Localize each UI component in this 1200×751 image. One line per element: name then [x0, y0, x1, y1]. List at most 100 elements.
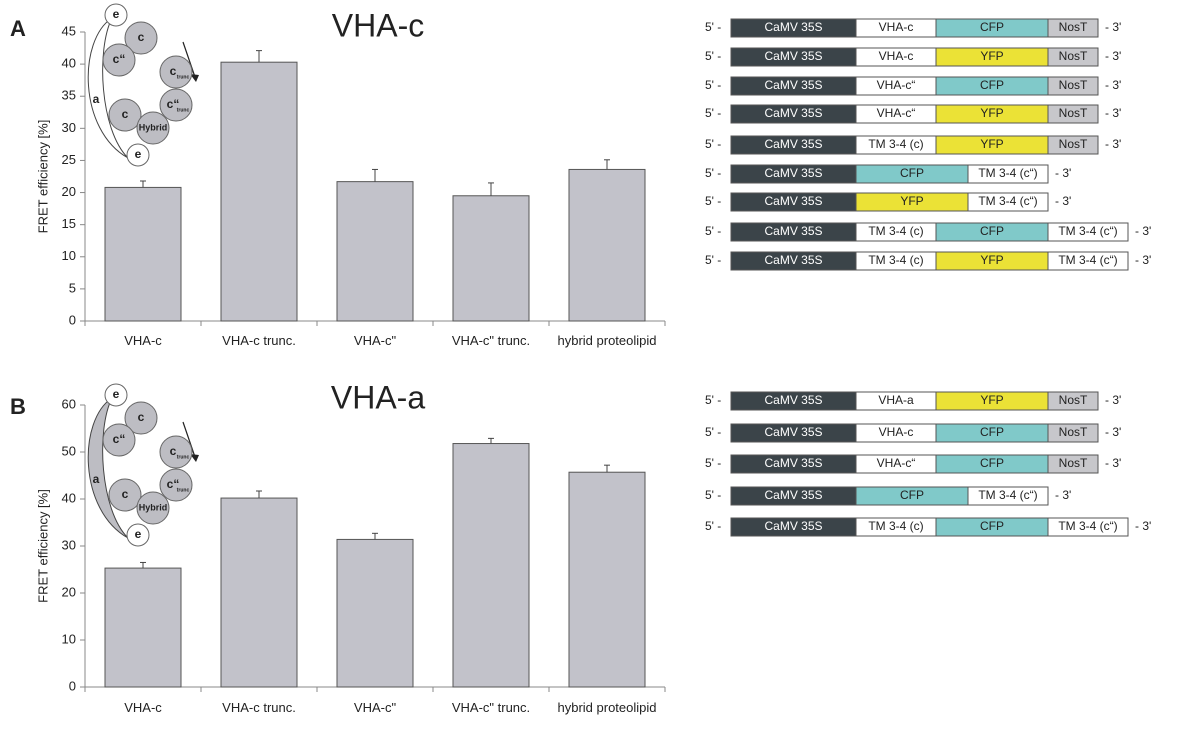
panel-label: A: [10, 16, 26, 41]
subunit: [108, 478, 142, 512]
construct-segment-label: CFP: [980, 425, 1004, 439]
construct-segment-label: YFP: [980, 393, 1003, 407]
x-tick-label: VHA-c": [353, 333, 397, 348]
construct-segment-label: TM 3-4 (c“): [1058, 519, 1117, 533]
y-tick-label: 45: [62, 23, 76, 38]
chart-title: VHA-c: [332, 7, 424, 43]
construct-segment-label: YFP: [980, 253, 1003, 267]
subunit-label: c: [170, 444, 177, 458]
construct-suffix: - 3': [1055, 166, 1071, 180]
panel-label: B: [10, 394, 26, 419]
subunit: [136, 111, 170, 145]
construct-prefix: 5' -: [705, 519, 721, 533]
construct-segment: [1047, 454, 1099, 474]
y-tick-label: 20: [62, 184, 76, 199]
construct-segment-label: CFP: [980, 456, 1004, 470]
construct-prefix: 5' -: [705, 253, 721, 267]
y-tick-label: 30: [62, 537, 76, 552]
construct-segment-label: NosT: [1059, 20, 1088, 34]
x-tick-label: VHA-c: [124, 700, 162, 715]
construct-segment-label: TM 3-4 (c): [868, 253, 923, 267]
construct-suffix: - 3': [1105, 78, 1121, 92]
construct-suffix: - 3': [1055, 488, 1071, 502]
construct-segment-label: YFP: [980, 49, 1003, 63]
subunit-sublabel: trunc: [177, 454, 190, 460]
x-tick-label: hybrid proteolipid: [557, 700, 657, 715]
bar: [452, 443, 530, 688]
construct-prefix: 5' -: [705, 137, 721, 151]
subunit-label: e: [135, 147, 142, 161]
construct-segment-label: CFP: [980, 20, 1004, 34]
subunit-label: c: [138, 30, 145, 44]
construct-segment: [1047, 517, 1129, 537]
construct-segment: [1047, 135, 1099, 155]
subunit: [102, 43, 136, 77]
arrow-head: [190, 454, 199, 462]
y-tick-label: 60: [62, 396, 76, 411]
y-tick-label: 10: [62, 631, 76, 646]
construct-segment: [1047, 18, 1099, 38]
construct-prefix: 5' -: [705, 425, 721, 439]
construct-segment-label: CaMV 35S: [764, 20, 822, 34]
construct-segment-label: CaMV 35S: [764, 106, 822, 120]
construct-segment: [967, 486, 1049, 506]
x-tick-label: hybrid proteolipid: [557, 333, 657, 348]
construct-segment-label: CFP: [900, 166, 924, 180]
construct-prefix: 5' -: [705, 393, 721, 407]
y-tick-label: 25: [62, 152, 76, 167]
construct-segment-label: CaMV 35S: [764, 456, 822, 470]
construct-segment-label: CaMV 35S: [764, 194, 822, 208]
construct-segment-label: VHA-c: [879, 49, 914, 63]
construct-segment: [1047, 251, 1129, 271]
subunit-label: c“: [167, 477, 180, 491]
construct-segment-label: VHA-c: [879, 425, 914, 439]
construct-suffix: - 3': [1055, 194, 1071, 208]
construct-suffix: - 3': [1105, 20, 1121, 34]
subunit: [124, 21, 158, 55]
subunit-label: Hybrid: [139, 122, 168, 132]
construct-segment-label: CaMV 35S: [764, 519, 822, 533]
y-tick-label: 10: [62, 248, 76, 263]
construct-segment-label: CaMV 35S: [764, 393, 822, 407]
y-tick-label: 5: [69, 280, 76, 295]
construct-prefix: 5' -: [705, 456, 721, 470]
construct-prefix: 5' -: [705, 78, 721, 92]
construct-suffix: - 3': [1105, 425, 1121, 439]
subunit-label: e: [113, 7, 120, 21]
construct-suffix: - 3': [1105, 137, 1121, 151]
construct-segment-label: NosT: [1059, 78, 1088, 92]
construct-segment-label: CaMV 35S: [764, 488, 822, 502]
subunit: [102, 423, 136, 457]
construct-segment: [1047, 76, 1099, 96]
construct-segment-label: CaMV 35S: [764, 49, 822, 63]
construct-segment-label: VHA-c“: [877, 78, 916, 92]
construct-suffix: - 3': [1135, 519, 1151, 533]
y-tick-label: 30: [62, 120, 76, 135]
construct-prefix: 5' -: [705, 224, 721, 238]
y-tick-label: 40: [62, 56, 76, 71]
y-tick-label: 50: [62, 443, 76, 458]
construct-segment-label: CaMV 35S: [764, 166, 822, 180]
construct-prefix: 5' -: [705, 49, 721, 63]
construct-suffix: - 3': [1105, 49, 1121, 63]
construct-segment-label: CaMV 35S: [764, 253, 822, 267]
construct-segment-label: VHA-c“: [877, 456, 916, 470]
y-axis-label: FRET efficiency [%]: [35, 489, 50, 603]
x-tick-label: VHA-c": [353, 700, 397, 715]
construct-segment-label: VHA-c: [879, 20, 914, 34]
chart-title: VHA-a: [331, 379, 425, 415]
construct-segment: [1047, 222, 1129, 242]
construct-segment-label: NosT: [1059, 393, 1088, 407]
construct-segment-label: CaMV 35S: [764, 78, 822, 92]
subunit-label: c: [138, 410, 145, 424]
x-tick-label: VHA-c" trunc.: [451, 700, 531, 715]
construct-segment-label: NosT: [1059, 137, 1088, 151]
construct-segment: [967, 164, 1049, 184]
construct-suffix: - 3': [1105, 456, 1121, 470]
subunit-label: c: [122, 487, 129, 501]
bar: [452, 195, 530, 322]
construct-segment-label: NosT: [1059, 106, 1088, 120]
